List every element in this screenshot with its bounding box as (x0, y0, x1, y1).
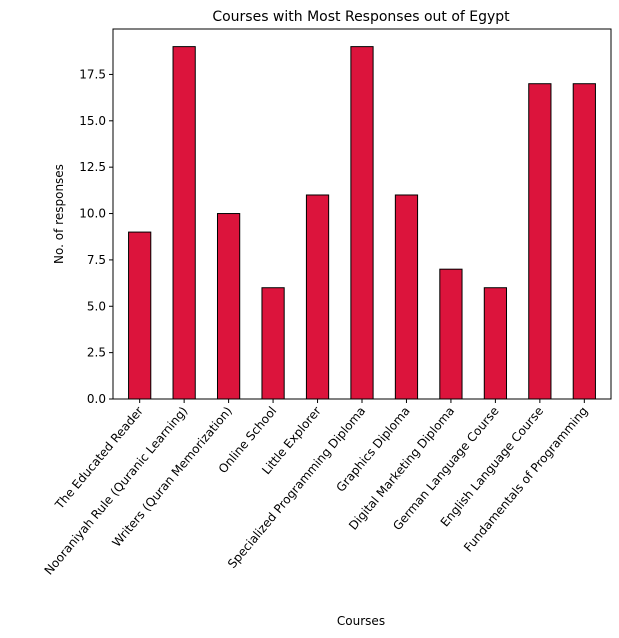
y-tick-label: 2.5 (87, 346, 106, 360)
bar-2 (216, 213, 241, 400)
y-tick-label: 12.5 (79, 160, 106, 174)
y-tick-label: 0.0 (87, 392, 106, 406)
chart-title: Courses with Most Responses out of Egypt (212, 9, 510, 25)
x-axis-label: Courses (337, 614, 385, 628)
y-tick-label: 5.0 (87, 299, 106, 313)
bar-1 (172, 46, 196, 400)
bar-6 (394, 194, 419, 400)
y-tick-label: 17.5 (79, 67, 106, 81)
y-axis-label: No. of responses (52, 164, 66, 264)
bars-group (128, 46, 596, 400)
bar-4 (305, 194, 330, 400)
bar-3 (261, 287, 285, 400)
y-tick-label: 7.5 (87, 253, 106, 267)
bar-8 (483, 287, 508, 400)
bar-0 (128, 231, 152, 400)
x-tick-label: The Educated Reader (52, 404, 146, 513)
y-tick-label: 15.0 (79, 114, 106, 128)
bar-5 (350, 46, 374, 400)
bar-10 (572, 83, 596, 400)
bar-7 (439, 268, 463, 400)
y-axis: 0.0 2.5 5.0 7.5 10.0 12.5 15.0 17.5 (79, 67, 113, 406)
bar-9 (528, 83, 552, 400)
y-tick-label: 10.0 (79, 207, 106, 221)
